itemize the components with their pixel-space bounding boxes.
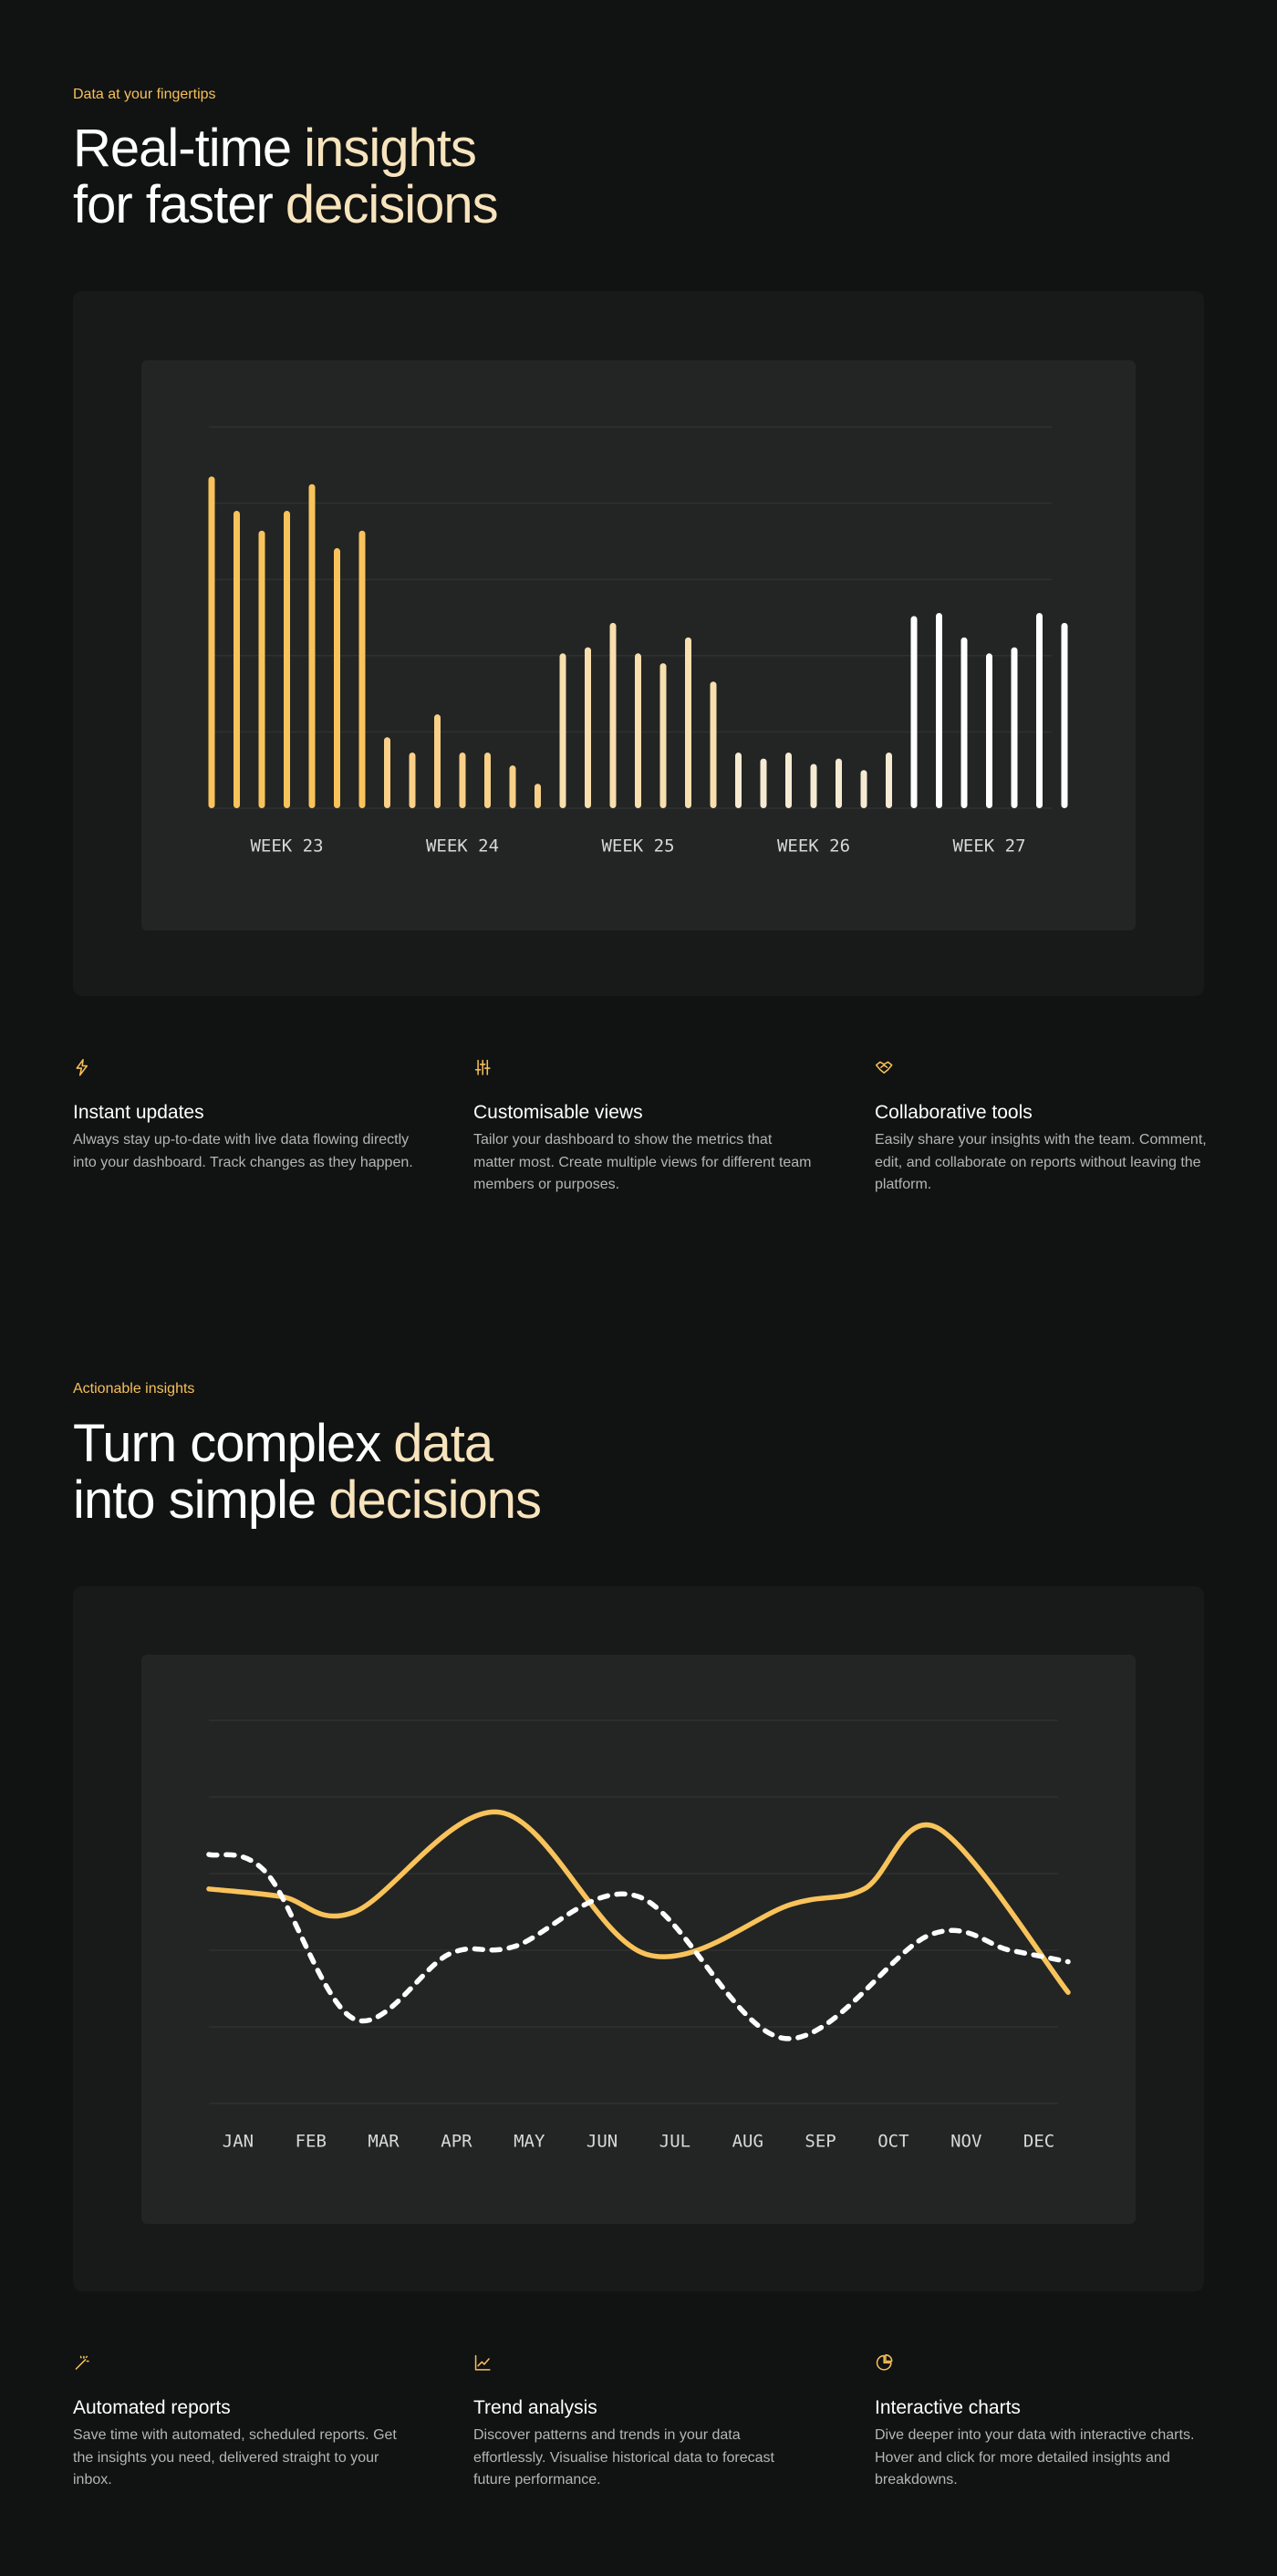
title-line: for faster decisions [73, 175, 499, 234]
feature-text: Save time with automated, scheduled repo… [73, 2427, 397, 2488]
feature-title: Interactive charts [875, 2397, 1021, 2418]
eyebrow: Actionable insights [73, 1381, 195, 1397]
feature-text: Discover patterns and trends in your dat… [473, 2427, 774, 2488]
feature-title: Instant updates [73, 1102, 204, 1123]
feature-text: Easily share your insights with the team… [875, 1132, 1207, 1192]
title-text: Turn complex [73, 1414, 381, 1473]
feature-icon [75, 2355, 89, 2370]
title-text: for faster [73, 175, 274, 234]
feature-title: Collaborative tools [875, 1102, 1033, 1123]
feature-icon [474, 1059, 491, 1075]
title-text: into simple [73, 1470, 317, 1530]
title-highlight: decisions [328, 1470, 542, 1530]
title-text: Real-time [73, 119, 292, 178]
feature-icon [875, 1061, 893, 1074]
feature-icon [474, 2354, 491, 2371]
eyebrow: Data at your fingertips [73, 87, 216, 102]
feature-icon [76, 1058, 88, 1076]
feature-title: Automated reports [73, 2397, 231, 2418]
feature-icon [876, 2353, 893, 2371]
title-line: into simple decisions [73, 1470, 542, 1530]
title-line: Real-time insights [73, 119, 477, 178]
feature-text: Dive deeper into your data with interact… [875, 2427, 1195, 2488]
title-highlight: data [393, 1414, 493, 1473]
chart-panel [141, 360, 1136, 930]
title-line: Turn complex data [73, 1416, 493, 1472]
feature-text: Always stay up-to-date with live data fl… [73, 1132, 413, 1170]
title-highlight: insights [304, 119, 477, 178]
chart-panel [141, 1655, 1136, 2224]
title-highlight: decisions [285, 175, 499, 234]
feature-text: Tailor your dashboard to show the metric… [473, 1132, 812, 1192]
feature-title: Trend analysis [473, 2397, 597, 2418]
feature-title: Customisable views [473, 1102, 643, 1123]
